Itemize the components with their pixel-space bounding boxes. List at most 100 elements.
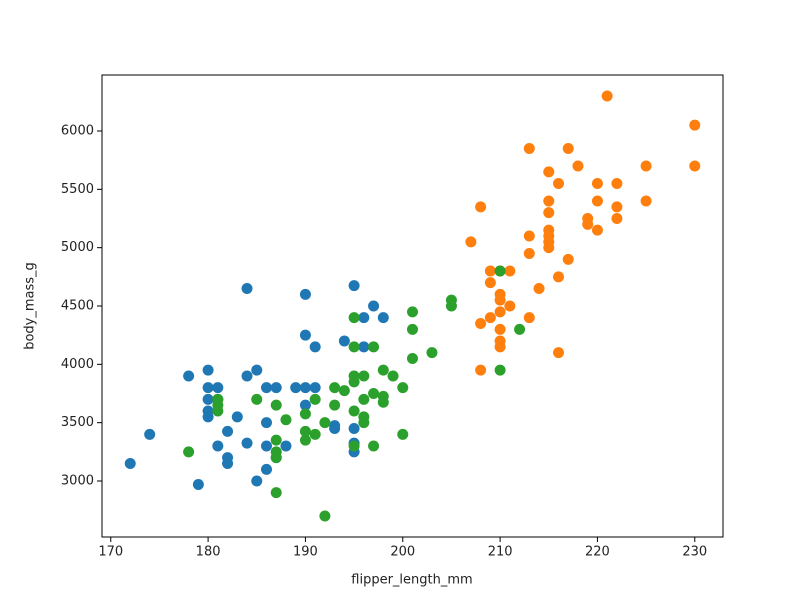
point	[299, 408, 311, 420]
point	[582, 218, 594, 230]
point	[348, 440, 360, 452]
point	[338, 335, 350, 347]
point	[445, 300, 457, 312]
point	[611, 201, 623, 213]
point	[523, 312, 535, 324]
point	[543, 230, 555, 242]
point	[329, 423, 341, 434]
point	[348, 312, 360, 324]
point	[183, 446, 195, 458]
point	[270, 452, 282, 464]
point	[543, 166, 555, 178]
point	[543, 195, 555, 207]
x-tick-label: 170	[98, 545, 123, 560]
point	[407, 306, 418, 318]
point	[533, 283, 545, 294]
point	[329, 399, 341, 411]
y-tick-label: 4000	[61, 357, 94, 372]
point	[260, 440, 272, 452]
point	[514, 323, 526, 335]
y-tick-label: 4500	[61, 299, 94, 314]
point	[553, 178, 565, 189]
point	[319, 510, 331, 522]
point	[523, 248, 535, 259]
point	[251, 364, 263, 376]
point	[212, 440, 224, 452]
point	[689, 119, 701, 131]
point	[591, 224, 603, 236]
point	[299, 425, 311, 437]
point	[222, 425, 234, 437]
y-tick-label: 3500	[61, 415, 94, 430]
point	[523, 230, 535, 242]
point	[368, 341, 380, 353]
point	[377, 396, 389, 408]
point	[611, 213, 623, 224]
point	[494, 265, 506, 277]
point	[494, 306, 506, 318]
point	[553, 271, 565, 283]
point	[358, 393, 370, 405]
point	[397, 382, 409, 394]
point	[640, 160, 652, 172]
point	[523, 143, 535, 154]
point	[241, 370, 253, 382]
point	[124, 458, 136, 469]
y-axis-label: body_mass_g	[23, 262, 38, 350]
point	[358, 312, 370, 324]
point	[202, 411, 214, 423]
point	[329, 382, 341, 394]
point	[241, 437, 253, 449]
point	[475, 201, 487, 213]
point	[348, 280, 360, 292]
point	[640, 195, 652, 207]
point	[280, 414, 292, 426]
point	[591, 178, 603, 189]
point	[426, 347, 438, 359]
point	[319, 417, 331, 429]
point	[368, 440, 380, 452]
point	[299, 399, 311, 411]
point	[377, 312, 389, 324]
x-tick-label: 180	[196, 545, 221, 560]
point	[290, 382, 302, 394]
point	[241, 283, 253, 294]
point	[543, 207, 555, 219]
point	[368, 300, 380, 312]
x-tick-label: 220	[585, 545, 610, 560]
x-tick-label: 230	[682, 545, 707, 560]
point	[601, 90, 613, 102]
point	[192, 479, 204, 490]
y-tick-label: 5500	[61, 182, 94, 197]
point	[572, 160, 584, 172]
point	[270, 487, 282, 499]
point	[348, 341, 360, 353]
point	[202, 364, 214, 376]
point	[553, 347, 565, 359]
y-tick-label: 3000	[61, 474, 94, 489]
point	[494, 323, 506, 335]
x-axis-label: flipper_length_mm	[351, 573, 472, 588]
point	[299, 382, 311, 394]
point	[309, 382, 321, 394]
point	[407, 353, 418, 364]
point	[377, 364, 389, 376]
point	[348, 423, 360, 434]
point	[183, 370, 195, 382]
point	[144, 428, 156, 440]
point	[270, 434, 282, 446]
point	[251, 475, 263, 487]
point	[358, 341, 370, 353]
point	[387, 370, 399, 382]
point	[465, 236, 477, 248]
y-tick-label: 6000	[61, 124, 94, 139]
point	[475, 318, 487, 329]
point	[397, 428, 409, 440]
point	[484, 277, 496, 289]
point	[309, 393, 321, 405]
point	[260, 417, 272, 429]
point	[260, 463, 272, 475]
point	[562, 143, 574, 154]
point	[543, 242, 555, 254]
